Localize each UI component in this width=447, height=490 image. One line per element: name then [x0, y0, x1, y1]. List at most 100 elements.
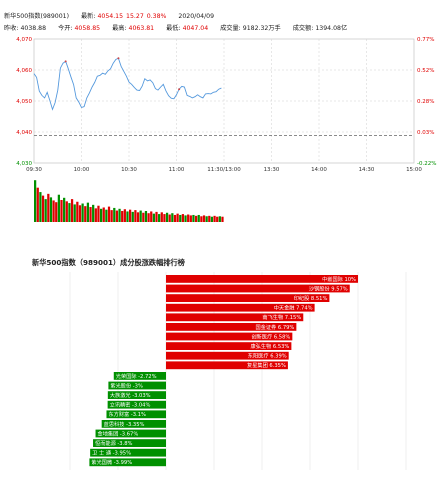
volume-bar	[150, 211, 153, 222]
loser-label: 金地集团 -3.67%	[98, 429, 139, 437]
amount-value: 1394.08亿	[315, 25, 348, 32]
x-tick-label: 15:00	[406, 167, 422, 173]
volume-bar	[41, 195, 45, 222]
x-tick-label: 09:30	[26, 167, 42, 173]
low-label: 最低:	[166, 25, 181, 32]
loser-bar	[113, 372, 166, 380]
volume-bar	[36, 187, 39, 222]
pct-tick-label: 0.03%	[417, 130, 434, 136]
gainer-bar	[166, 313, 304, 322]
volume-bars	[34, 180, 224, 222]
amount-label: 成交额:	[292, 25, 314, 32]
index-name: 新华500指数(989001)	[4, 13, 70, 20]
volume-bar	[179, 214, 182, 222]
volume-bar	[78, 205, 82, 222]
loser-label: 恒而能源 -3.8%	[95, 439, 133, 447]
volume-bar	[34, 180, 37, 222]
prev-close-group: 昨收: 4038.88	[4, 25, 46, 32]
volume-bar	[129, 209, 132, 222]
volume-bar	[160, 212, 163, 222]
y-tick-label: 4,060	[16, 68, 32, 74]
open-label: 今开:	[58, 25, 73, 32]
gainer-bar	[166, 361, 288, 370]
volume-bar	[44, 199, 47, 222]
price-series	[33, 57, 222, 111]
volume-bar	[200, 216, 203, 222]
y-tick-label: 4,070	[16, 37, 32, 43]
latest-label: 最新:	[80, 13, 96, 20]
price-line	[33, 57, 222, 111]
volume-bar	[194, 215, 198, 222]
volume-bar	[181, 214, 185, 222]
quote-row-1: 新华500指数(989001) 最新: 4054.15 15.27 0.38% 202…	[4, 12, 224, 21]
gainer-bar	[166, 342, 292, 350]
volume-bar	[47, 193, 50, 222]
low-value: 4047.04	[182, 25, 209, 32]
volume-bar	[84, 206, 87, 222]
volume-bar	[210, 216, 214, 222]
volume-bar	[218, 216, 221, 222]
gainer-label: 东阳医疗 6.39%	[248, 352, 287, 360]
volume-bar	[63, 197, 66, 222]
volume-bar	[99, 208, 103, 222]
gainer-bar	[166, 284, 350, 293]
gainer-label: 印纪股 8.51%	[294, 294, 328, 302]
pct-tick-label: -0.22%	[417, 161, 436, 167]
volume-bar	[189, 215, 192, 222]
y-tick-label: 4,040	[16, 130, 32, 136]
volume-bar	[65, 201, 68, 222]
open-group: 今开: 4058.85	[58, 25, 100, 32]
volume-value: 9182.32万手	[242, 25, 281, 32]
volume-bar	[39, 192, 42, 222]
volume-bar	[73, 204, 76, 222]
ranking-bar-chart: 中嵌国际 10%沙钢股份 9.57% 印纪股 8.51% 中天金融 7.74%南飞生…	[69, 272, 407, 470]
volume-bar	[139, 210, 142, 222]
price-pct-ticks: 0.77% 0.52% 0.28% 0.03% -0.22%	[417, 37, 436, 167]
gainer-label: 中嵌国际 10%	[322, 275, 356, 283]
amount-group: 成交额: 1394.08亿	[293, 25, 347, 32]
volume-bar	[57, 194, 60, 222]
loser-label: 东方财富 -3.1%	[108, 410, 146, 418]
quote-row-2: 昨收: 4038.88 今开: 4058.85 最高: 4063.81 最低: 4047…	[4, 24, 357, 33]
price-marker	[64, 60, 67, 63]
volume-bar	[89, 207, 92, 222]
volume-bar	[173, 214, 177, 222]
volume-bar	[192, 214, 195, 222]
x-tick-label: 10:00	[74, 167, 90, 173]
volume-bar	[49, 197, 53, 222]
gainer-label: 复星集团 6.35%	[247, 361, 286, 369]
loser-bar	[90, 448, 166, 457]
change-pct: 0.38%	[146, 13, 167, 20]
loser-bar	[106, 410, 166, 419]
volume-bar	[86, 202, 90, 222]
quote-date: 2020/04/09	[178, 13, 215, 20]
y-tick-label: 4,030	[16, 161, 32, 167]
volume-bar	[171, 213, 174, 222]
volume-bar	[52, 200, 55, 222]
gainer-label: 中天金融 7.74%	[274, 304, 313, 312]
volume-bar	[163, 214, 166, 222]
volume-bar	[70, 199, 74, 222]
loser-bar	[89, 458, 166, 467]
volume-bar	[92, 204, 95, 222]
price-grid	[33, 38, 415, 164]
volume-bar	[81, 203, 84, 222]
gainer-label: 沙钢股份 9.57%	[309, 284, 348, 292]
volume-bar	[152, 213, 155, 222]
ranking-bars: 中嵌国际 10%沙钢股份 9.57% 印纪股 8.51% 中天金融 7.74%南飞生…	[89, 275, 358, 467]
prev-close-label: 昨收:	[4, 25, 19, 32]
high-label: 最高:	[112, 25, 127, 32]
price-marker	[117, 57, 120, 60]
pct-tick-label: 0.28%	[417, 99, 434, 105]
gainer-label: 创新医疗 6.58%	[251, 332, 290, 340]
volume-bar	[107, 206, 111, 222]
pct-tick-label: 0.52%	[417, 68, 434, 74]
volume-bar	[155, 211, 158, 222]
loser-bar	[95, 429, 166, 438]
volume-bar	[102, 207, 105, 222]
volume-bar	[158, 214, 161, 222]
loser-bar	[107, 400, 166, 409]
price-marker	[178, 88, 181, 91]
high-group: 最高: 4063.81	[112, 25, 154, 32]
volume-bar	[202, 215, 206, 222]
